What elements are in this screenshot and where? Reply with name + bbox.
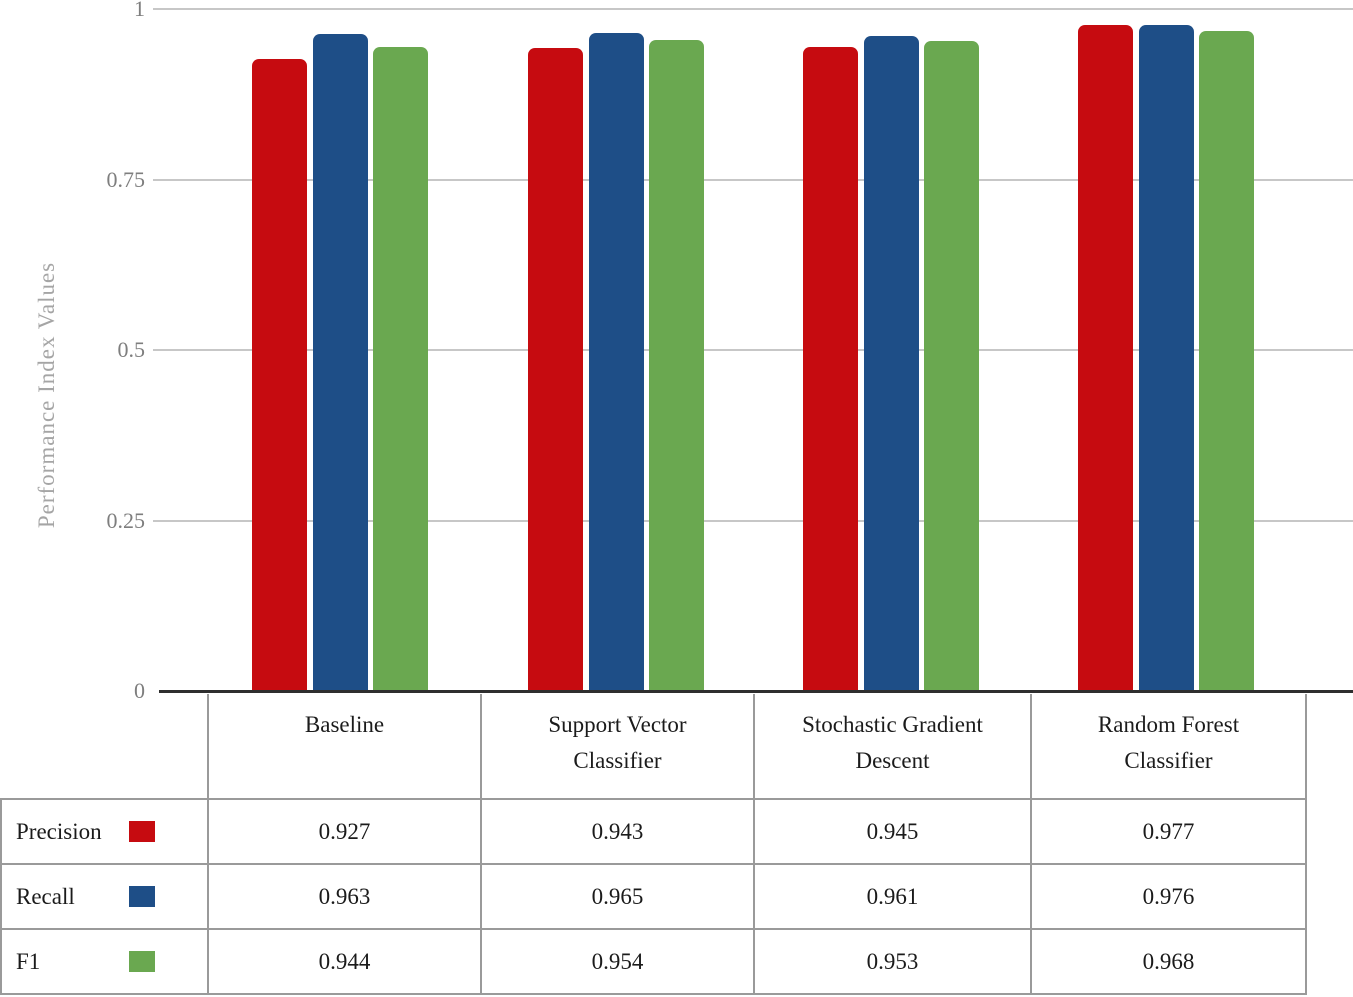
plot-area: 0 0.25 0.5 0.75 1 <box>106 0 1353 703</box>
legend-label-f1: F1 <box>16 948 41 974</box>
y-tick-label-0: 0 <box>134 678 145 703</box>
bar-f1-baseline <box>373 47 428 691</box>
precision-color-swatch <box>129 821 155 842</box>
bar-precision-baseline <box>252 58 307 691</box>
gridline-0.25 <box>153 519 1353 522</box>
recall-color-swatch <box>129 886 155 907</box>
table-value-recall-sgd: 0.961 <box>753 865 1030 930</box>
grouped-bar-chart: Performance Index Values 0 0.25 0.5 0.75 1 <box>34 0 1353 703</box>
y-tick-label-0.75: 0.75 <box>106 166 146 192</box>
column-header-baseline: Baseline <box>207 694 480 800</box>
bar-f1-random-forest-classifier <box>1199 30 1254 691</box>
data-table: Baseline Support Vector Classifier Stoch… <box>0 694 1307 995</box>
legend-item-recall: Recall <box>0 865 207 930</box>
table-value-precision-rfc: 0.977 <box>1030 800 1307 865</box>
gridline-0.5 <box>153 349 1353 351</box>
table-value-f1-sgd: 0.953 <box>753 930 1030 995</box>
table-corner-cell <box>0 694 207 800</box>
y-axis-title: Performance Index Values <box>34 261 59 529</box>
table-value-recall-baseline: 0.963 <box>207 865 480 930</box>
y-tick-label-0.25: 0.25 <box>106 507 146 533</box>
y-tick-label-1: 1 <box>134 0 145 21</box>
f1-color-swatch <box>129 951 155 972</box>
column-header-svc: Support Vector Classifier <box>480 694 753 800</box>
table-value-f1-rfc: 0.968 <box>1030 930 1307 995</box>
column-header-sgd: Stochastic Gradient Descent <box>753 694 1030 800</box>
table-value-precision-svc: 0.943 <box>480 800 753 865</box>
bar-f1-support-vector-classifier <box>649 40 704 691</box>
table-value-recall-svc: 0.965 <box>480 865 753 930</box>
table-value-f1-svc: 0.954 <box>480 930 753 995</box>
bar-recall-stochastic-gradient-descent <box>863 35 919 691</box>
table-value-recall-rfc: 0.976 <box>1030 865 1307 930</box>
bar-recall-baseline <box>312 34 368 691</box>
x-axis-line <box>159 690 1353 693</box>
bar-f1-stochastic-gradient-descent <box>924 41 979 691</box>
bar-recall-random-forest-classifier <box>1138 25 1194 691</box>
bar-precision-support-vector-classifier <box>528 47 583 691</box>
table-value-precision-baseline: 0.927 <box>207 800 480 865</box>
bar-precision-random-forest-classifier <box>1078 24 1133 691</box>
legend-item-f1: F1 <box>0 930 207 995</box>
bar-recall-support-vector-classifier <box>588 32 644 691</box>
y-tick-label-0.5: 0.5 <box>117 337 146 362</box>
legend-label-precision: Precision <box>16 818 102 844</box>
legend-item-precision: Precision <box>0 800 207 865</box>
table-value-precision-sgd: 0.945 <box>753 800 1030 865</box>
bar-precision-stochastic-gradient-descent <box>803 46 858 691</box>
gridline-1 <box>153 8 1353 10</box>
table-value-f1-baseline: 0.944 <box>207 930 480 995</box>
column-header-rfc: Random Forest Classifier <box>1030 694 1307 800</box>
gridline-0.75 <box>153 178 1353 181</box>
legend-label-recall: Recall <box>16 883 75 909</box>
